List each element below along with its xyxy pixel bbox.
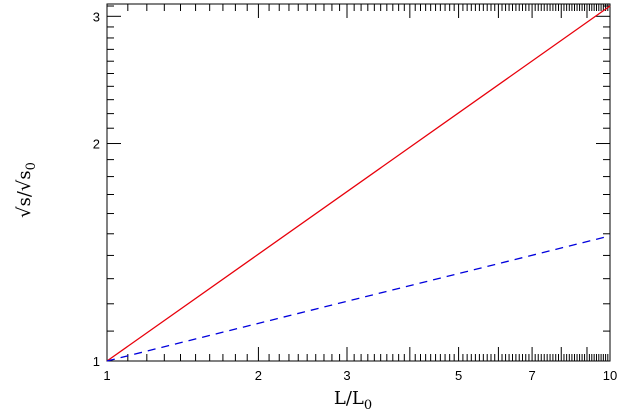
x-tick-label: 3	[343, 368, 350, 383]
x-tick-label: 5	[455, 368, 462, 383]
y-axis-label: √s/√s0	[14, 162, 39, 218]
plot-frame	[106, 3, 611, 362]
series-lines	[106, 5, 611, 362]
axis-ticks	[106, 4, 611, 362]
x-tick-label: 2	[255, 368, 262, 383]
series-line-solid	[106, 5, 611, 362]
x-axis-label: L/L0	[334, 388, 372, 413]
y-tick-label: 1	[93, 354, 100, 369]
series-line-dashed	[106, 235, 611, 362]
x-tick-label: 1	[103, 368, 110, 383]
y-tick-label: 3	[93, 9, 100, 24]
x-tick-label: 7	[528, 368, 535, 383]
y-tick-label: 2	[93, 137, 100, 152]
x-tick-label: 10	[603, 368, 617, 383]
tick-labels: 1 2 3 5 7 10 1 2 3	[93, 9, 617, 383]
plot-frame-rect	[106, 3, 611, 362]
